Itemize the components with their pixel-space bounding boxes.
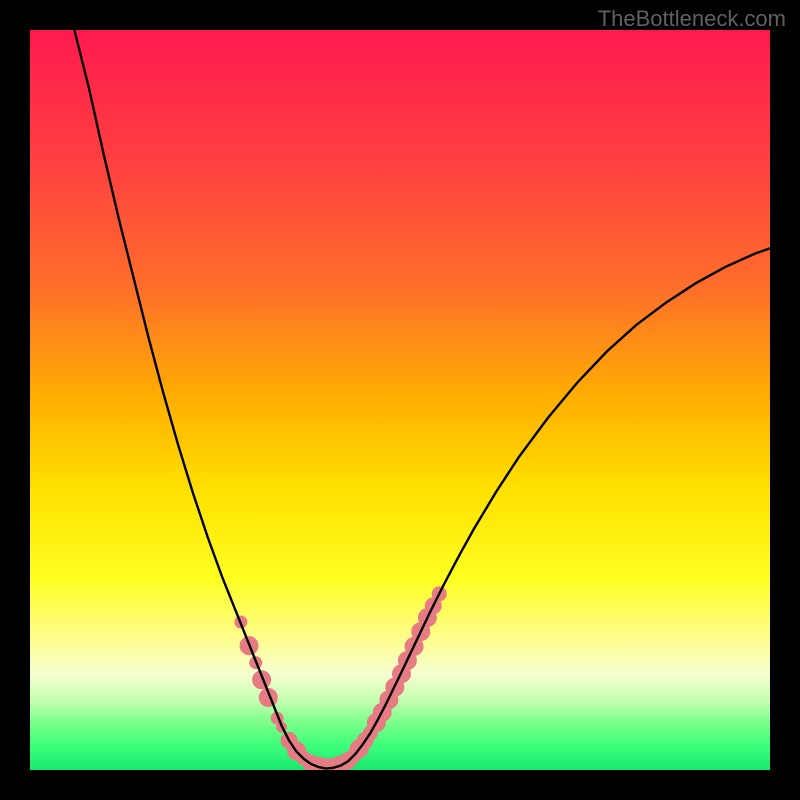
plot-area [30,30,770,770]
watermark-text: TheBottleneck.com [598,6,786,32]
scatter-markers [235,587,446,770]
chart-frame: TheBottleneck.com [0,0,800,800]
curve-right [326,248,770,768]
curve-left [74,30,326,769]
curve-layer [30,30,770,770]
